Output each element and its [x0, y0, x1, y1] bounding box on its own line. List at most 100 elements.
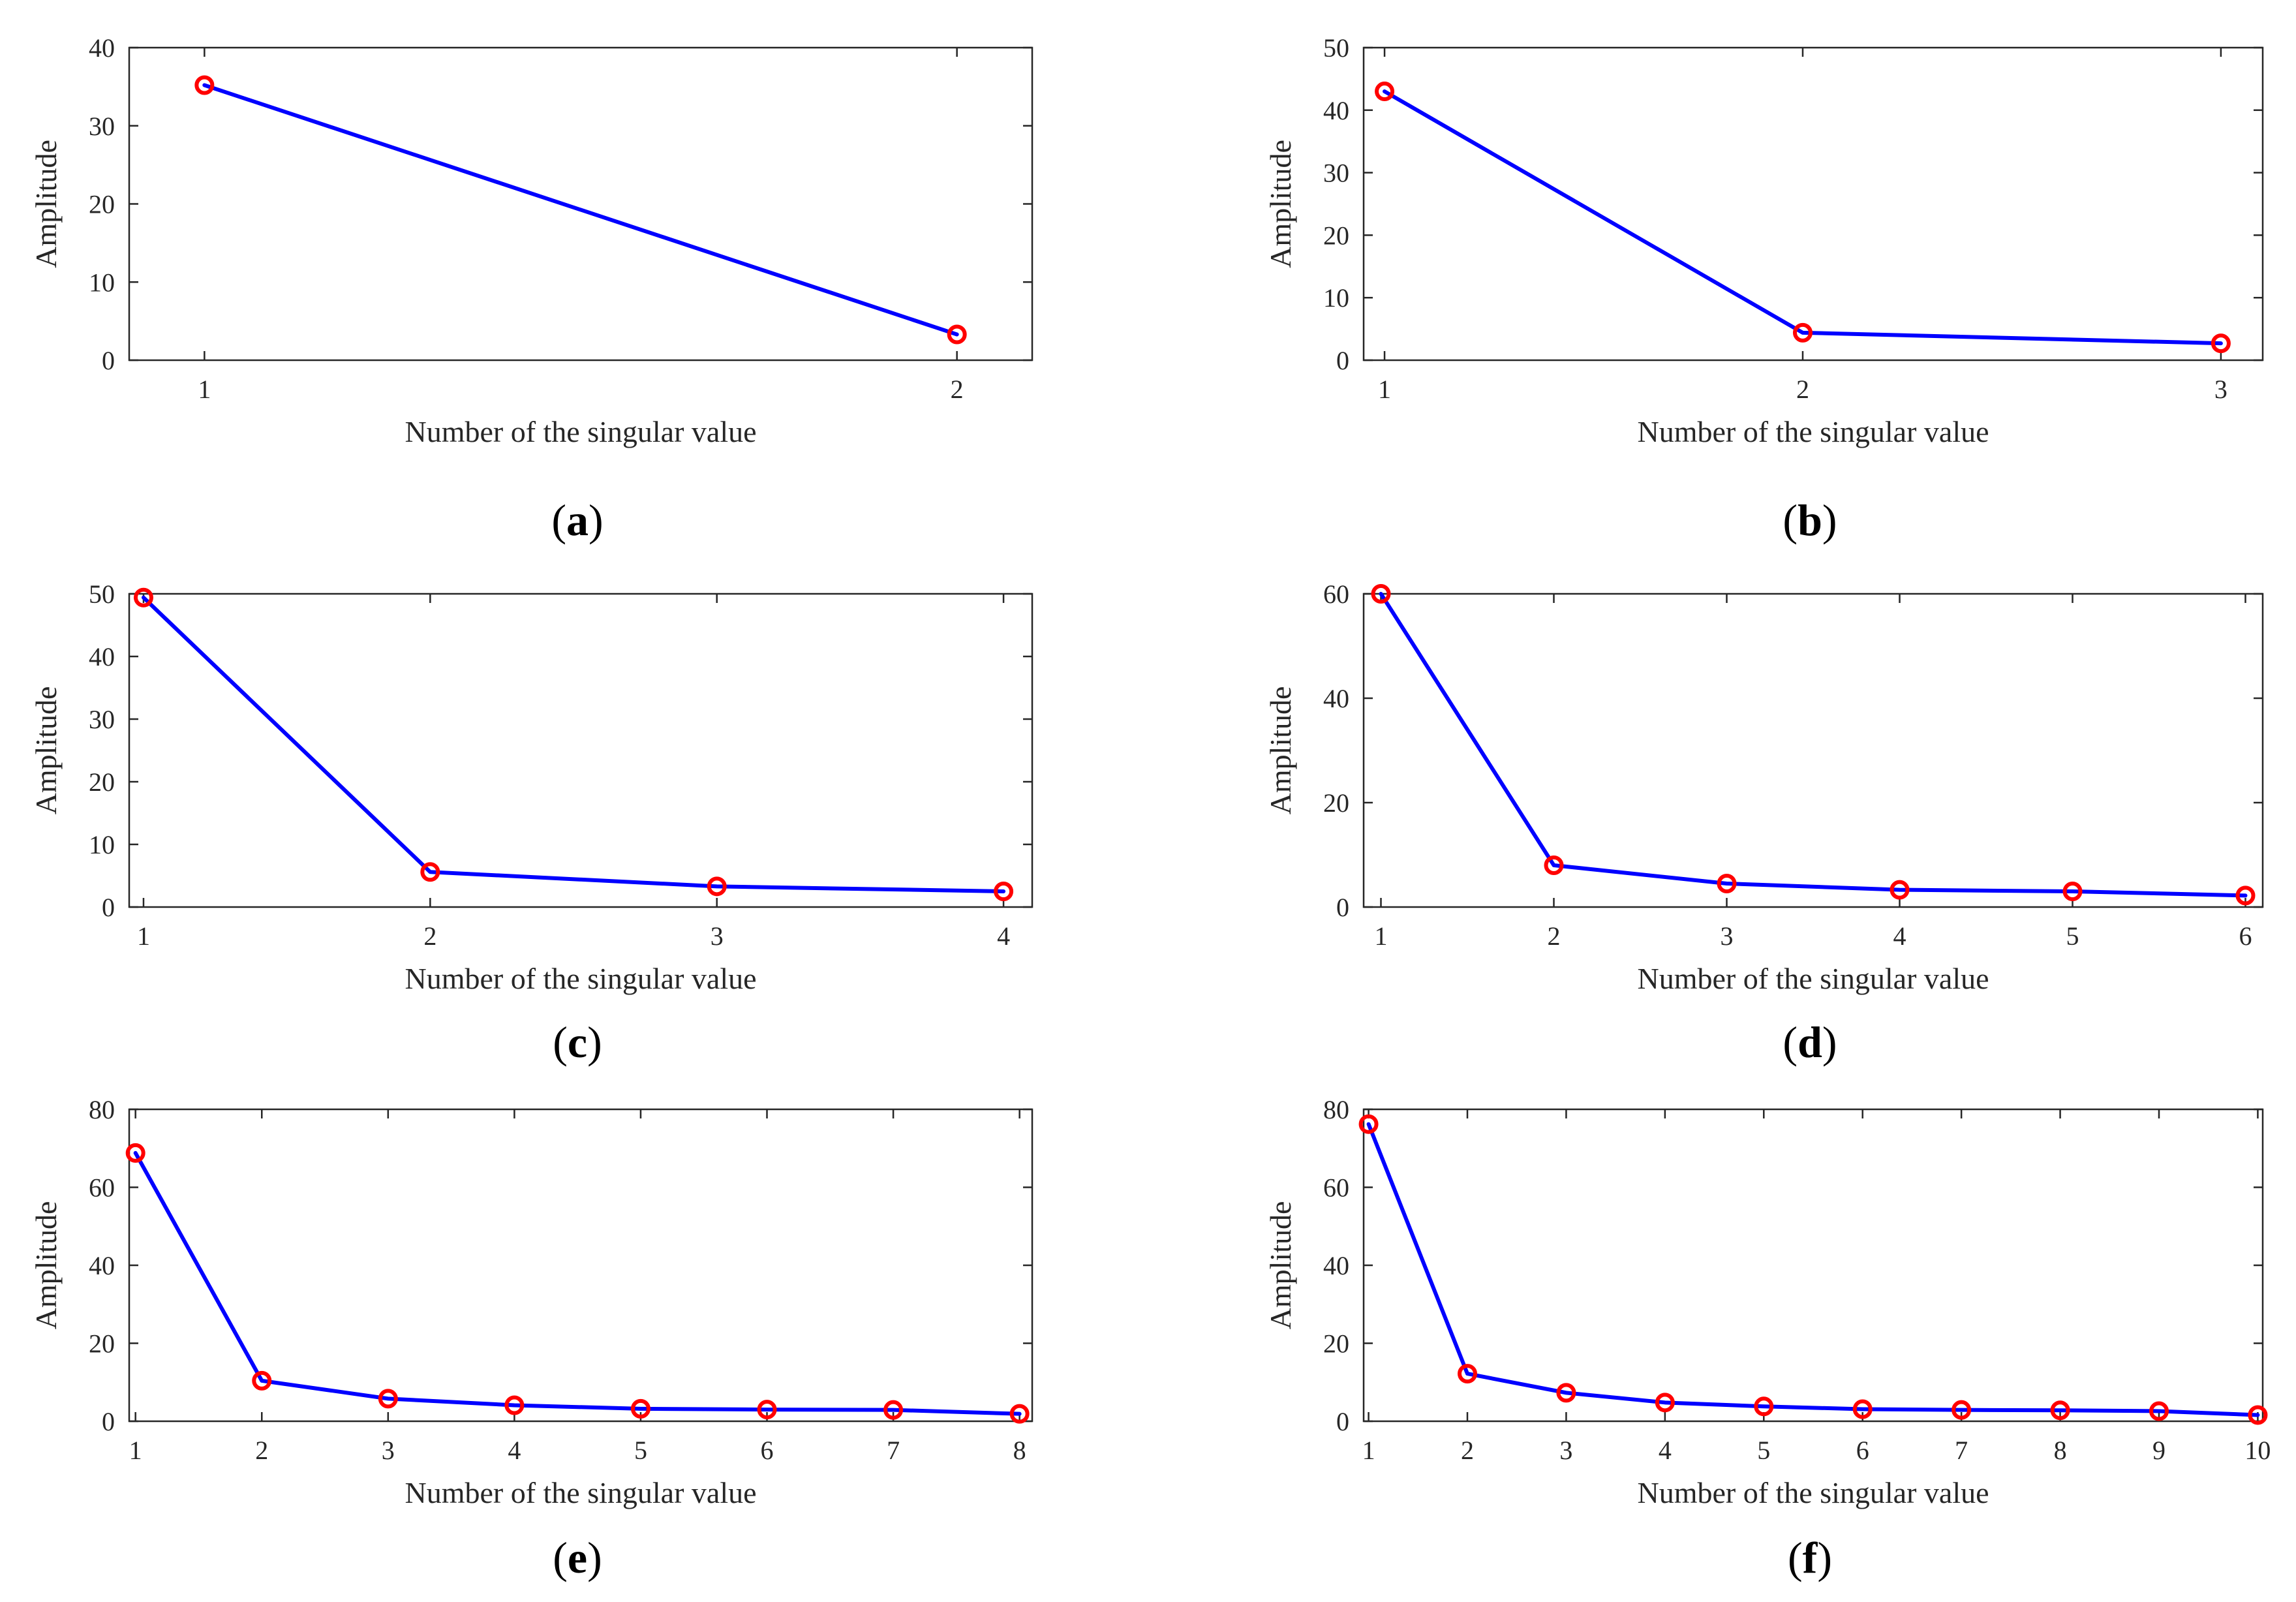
chart-e-y-tick-label: 20	[89, 1329, 115, 1359]
chart-b-plot-area	[1362, 46, 2264, 362]
chart-d-x-tick-label: 2	[1548, 921, 1561, 951]
chart-f-x-tick-label: 6	[1856, 1436, 1869, 1465]
chart-e-x-tick-label: 8	[1013, 1436, 1026, 1465]
chart-d-series-line	[1379, 592, 2248, 898]
chart-f-point-2	[1458, 1364, 1477, 1384]
chart-f-point-10	[2248, 1405, 2268, 1425]
chart-e-x-tick-label: 4	[508, 1436, 521, 1465]
chart-e-point-6	[757, 1400, 777, 1420]
chart-e-point-2	[252, 1370, 272, 1391]
chart-a-x-tick-label: 2	[951, 375, 964, 404]
chart-d-y-axis-label: Amplitude	[1264, 686, 1297, 815]
chart-c-y-tick-label: 20	[89, 767, 115, 797]
chart-d-y-tick-label: 40	[1323, 684, 1349, 713]
chart-d-plot-area	[1362, 593, 2264, 908]
chart-f-point-4	[1655, 1393, 1675, 1413]
chart-c-point-4	[994, 882, 1014, 901]
chart-b-x-tick-label: 2	[1796, 375, 1809, 404]
chart-a-point-2	[947, 324, 967, 345]
chart-d-x-tick-label: 5	[2066, 921, 2079, 951]
chart-f-y-tick-label: 0	[1336, 1407, 1349, 1436]
chart-c-x-tick-label: 1	[137, 921, 150, 951]
chart-e-y-tick-label: 0	[102, 1407, 115, 1436]
chart-f-y-tick-label: 20	[1323, 1329, 1349, 1359]
chart-d-y-tick-label: 60	[1323, 579, 1349, 609]
chart-a-y-tick-label: 10	[89, 268, 115, 297]
chart-c-y-tick-label: 30	[89, 705, 115, 734]
chart-f-point-5	[1754, 1396, 1774, 1417]
chart-d-x-axis-label: Number of the singular value	[1637, 962, 1989, 995]
chart-d-point-2	[1544, 855, 1564, 875]
chart-d-caption-close-paren: )	[1822, 1017, 1837, 1067]
chart-d-point-6	[2235, 886, 2256, 906]
chart-c-x-tick-label: 3	[711, 921, 724, 951]
chart-f-point-9	[2149, 1401, 2169, 1421]
chart-e-x-axis-label: Number of the singular value	[405, 1476, 756, 1509]
chart-c-plot-area	[128, 593, 1033, 908]
chart-c-y-axis-label: Amplitude	[29, 686, 63, 815]
chart-c-caption-letter: c	[568, 1017, 587, 1067]
chart-c-point-3	[707, 876, 727, 897]
chart-f-caption-open-paren: (	[1788, 1533, 1803, 1582]
chart-e-point-8	[1009, 1404, 1030, 1424]
chart-f-y-tick-label: 80	[1323, 1095, 1349, 1124]
chart-b-caption-close-paren: )	[1822, 495, 1837, 545]
chart-a-y-axis-label: Amplitude	[29, 140, 63, 268]
chart-a-y-tick-label: 0	[102, 346, 115, 375]
chart-d-x-tick-label: 6	[2239, 921, 2252, 951]
chart-c-x-axis-label: Number of the singular value	[405, 962, 756, 995]
chart-b-y-tick-label: 10	[1323, 283, 1349, 313]
chart-b-point-1	[1375, 82, 1395, 102]
chart-b-x-tick-label: 3	[2214, 375, 2227, 404]
chart-f-y-tick-label: 40	[1323, 1251, 1349, 1280]
chart-e-panel-caption: (e)	[553, 1533, 602, 1582]
chart-e-x-tick-label: 7	[887, 1436, 900, 1465]
chart-a-y-tick-label: 30	[89, 112, 115, 141]
chart-d-panel-caption: (d)	[1783, 1017, 1837, 1067]
chart-f-x-tick-label: 8	[2054, 1436, 2067, 1465]
chart-e-caption-letter: e	[568, 1533, 587, 1582]
chart-a-y-tick-label: 40	[89, 33, 115, 63]
chart-e-point-1	[125, 1143, 145, 1163]
chart-d-point-1	[1371, 584, 1391, 604]
chart-f-point-1	[1358, 1114, 1379, 1134]
chart-c-point-2	[420, 862, 440, 882]
chart-e-x-tick-label: 3	[382, 1436, 395, 1465]
chart-f-caption-letter: f	[1803, 1533, 1818, 1582]
chart-f-x-tick-label: 3	[1559, 1436, 1572, 1465]
chart-e-x-tick-label: 6	[761, 1436, 774, 1465]
chart-b-y-tick-label: 0	[1336, 346, 1349, 375]
chart-d-x-tick-label: 1	[1375, 921, 1388, 951]
chart-a-caption-letter: a	[566, 495, 589, 545]
chart-b-y-tick-label: 50	[1323, 33, 1349, 63]
chart-d-y-tick-label: 20	[1323, 788, 1349, 818]
chart-c-series-line	[141, 595, 1006, 893]
chart-f-x-tick-label: 2	[1461, 1436, 1474, 1465]
chart-a-point-1	[194, 75, 215, 95]
chart-c-panel-caption: (c)	[553, 1017, 602, 1067]
chart-b-point-3	[2211, 333, 2231, 354]
chart-f-point-8	[2050, 1400, 2070, 1421]
chart-e-series-line	[133, 1150, 1022, 1416]
chart-e-point-3	[378, 1389, 398, 1409]
chart-e-x-tick-label: 1	[129, 1436, 142, 1465]
chart-c-y-tick-label: 0	[102, 893, 115, 922]
chart-d-x-tick-label: 3	[1721, 921, 1734, 951]
chart-c-y-tick-label: 50	[89, 579, 115, 609]
chart-f-panel-caption: (f)	[1788, 1533, 1832, 1582]
chart-e-y-tick-label: 80	[89, 1095, 115, 1124]
chart-f-y-tick-label: 60	[1323, 1173, 1349, 1203]
chart-a-panel-caption: (a)	[551, 495, 603, 545]
chart-e-x-tick-label: 2	[255, 1436, 268, 1465]
chart-b-x-axis-label: Number of the singular value	[1637, 415, 1989, 448]
chart-a-caption-open-paren: (	[551, 495, 566, 545]
chart-e-caption-close-paren: )	[587, 1533, 602, 1582]
chart-b-caption-letter: b	[1798, 495, 1822, 545]
chart-panel-f: 1 2 3 4 5 6 7 8 9 10 0 20 40 60 80 Number of the singul…	[1264, 1095, 2271, 1582]
chart-e-y-tick-label: 40	[89, 1251, 115, 1280]
chart-e-y-axis-label: Amplitude	[29, 1201, 63, 1330]
